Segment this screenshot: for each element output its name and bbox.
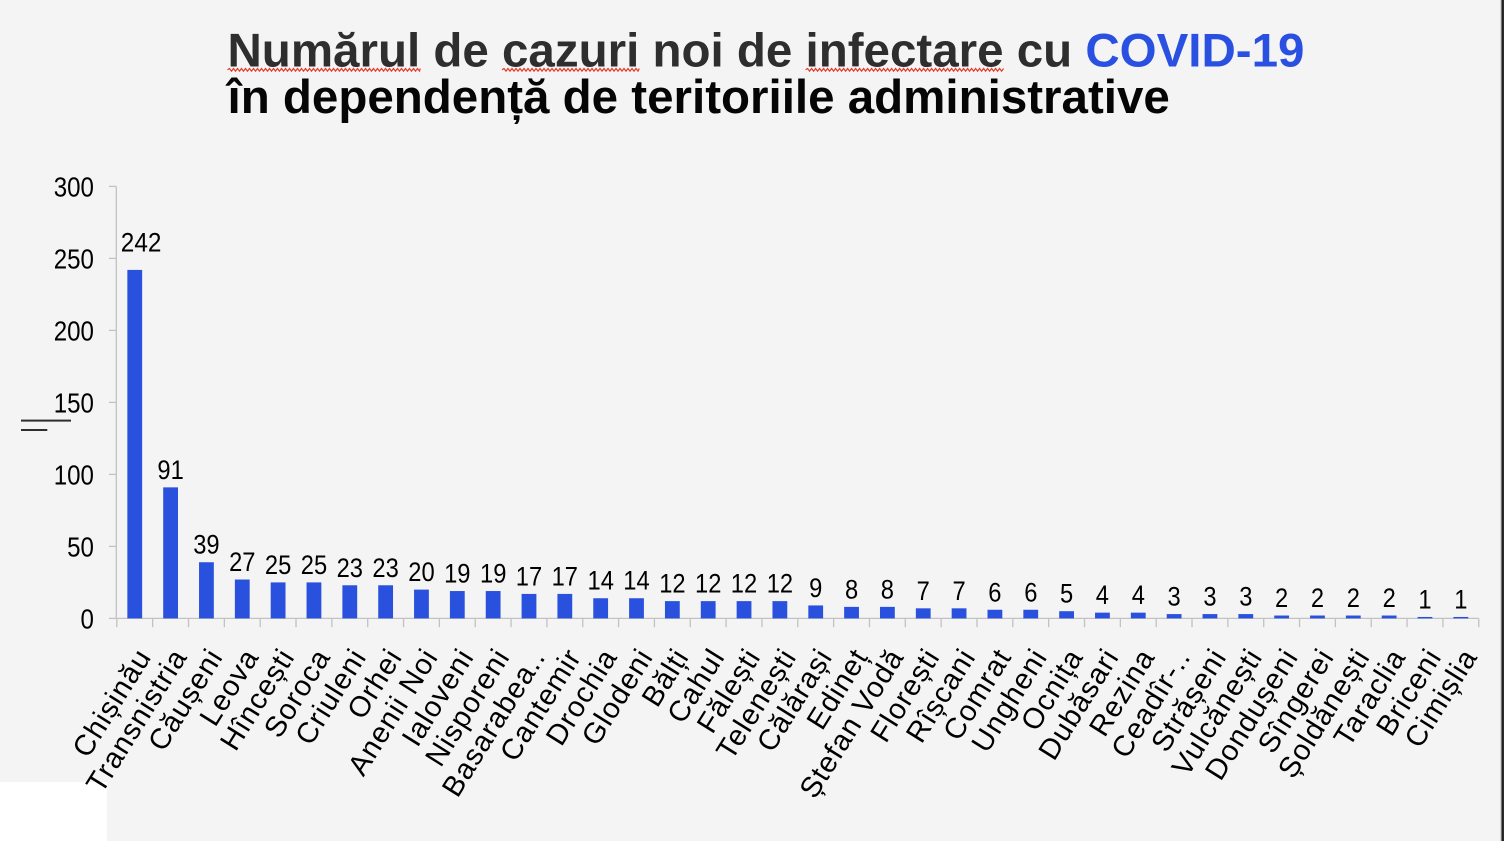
svg-text:1: 1	[1454, 585, 1467, 615]
svg-text:27: 27	[229, 547, 255, 577]
svg-text:19: 19	[480, 559, 506, 589]
svg-text:12: 12	[695, 569, 721, 599]
svg-text:20: 20	[408, 557, 434, 587]
svg-text:6: 6	[1024, 577, 1037, 607]
svg-text:19: 19	[444, 559, 470, 589]
svg-text:5: 5	[1060, 579, 1073, 609]
svg-text:12: 12	[767, 569, 793, 599]
svg-text:8: 8	[881, 574, 894, 604]
svg-text:100: 100	[54, 460, 94, 491]
svg-text:14: 14	[588, 566, 614, 596]
svg-text:7: 7	[917, 576, 930, 606]
svg-text:4: 4	[1132, 580, 1145, 610]
svg-text:91: 91	[157, 455, 183, 485]
svg-text:4: 4	[1096, 580, 1109, 610]
svg-text:150: 150	[54, 388, 94, 419]
svg-text:2: 2	[1347, 583, 1360, 613]
svg-text:200: 200	[54, 316, 94, 347]
svg-text:8: 8	[845, 574, 858, 604]
svg-text:12: 12	[659, 569, 685, 599]
svg-text:17: 17	[516, 561, 542, 591]
svg-text:în dependență de teritoriile a: în dependență de teritoriile administrat…	[226, 71, 1170, 124]
svg-text:6: 6	[988, 577, 1001, 607]
svg-text:242: 242	[121, 227, 162, 257]
svg-text:0: 0	[81, 604, 94, 635]
svg-text:25: 25	[301, 550, 327, 580]
svg-text:23: 23	[337, 553, 363, 583]
svg-text:3: 3	[1168, 582, 1181, 612]
svg-text:2: 2	[1311, 583, 1324, 613]
svg-text:250: 250	[54, 244, 94, 275]
svg-text:23: 23	[372, 553, 398, 583]
svg-text:14: 14	[623, 566, 649, 596]
svg-text:50: 50	[67, 532, 94, 563]
svg-text:39: 39	[193, 530, 219, 560]
svg-text:2: 2	[1383, 583, 1396, 613]
svg-text:17: 17	[552, 561, 578, 591]
svg-text:Numărul de cazuri noi de infec: Numărul de cazuri noi de infectare cu CO…	[228, 25, 1305, 78]
svg-text:3: 3	[1239, 582, 1252, 612]
svg-text:7: 7	[953, 576, 966, 606]
svg-text:3: 3	[1203, 582, 1216, 612]
svg-text:12: 12	[731, 569, 757, 599]
svg-text:300: 300	[54, 172, 94, 203]
svg-text:25: 25	[265, 550, 291, 580]
svg-text:1: 1	[1418, 585, 1431, 615]
svg-text:2: 2	[1275, 583, 1288, 613]
svg-text:9: 9	[809, 573, 822, 603]
